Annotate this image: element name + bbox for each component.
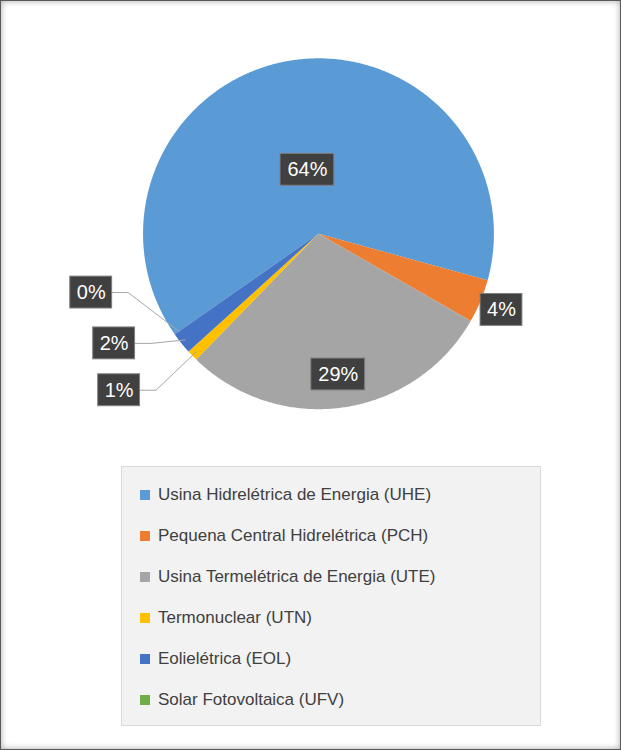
html-text:Termonuclear (UTN): Termonuclear (UTN) — [158, 607, 312, 627]
html-text:Usina Hidrelétrica de Energia: Usina Hidrelétrica de Energia (UHE) — [158, 484, 431, 504]
svg-text:4%: 4% — [487, 298, 516, 320]
html-text:Usina Termelétrica de Energia: Usina Termelétrica de Energia (UTE) — [158, 566, 436, 586]
svg-text:64%: 64% — [287, 158, 327, 180]
svg-text:1%: 1% — [105, 379, 134, 401]
svg-text:0%: 0% — [77, 281, 106, 303]
html-text:Eolielétrica (EOL): Eolielétrica (EOL) — [158, 648, 292, 668]
svg-text:2%: 2% — [100, 332, 129, 354]
html-text:Pequena Central Hidrelétrica (: Pequena Central Hidrelétrica (PCH) — [158, 525, 429, 545]
html-text:Solar Fotovoltaica (UFV): Solar Fotovoltaica (UFV) — [158, 689, 345, 709]
svg-text:29%: 29% — [318, 363, 358, 385]
